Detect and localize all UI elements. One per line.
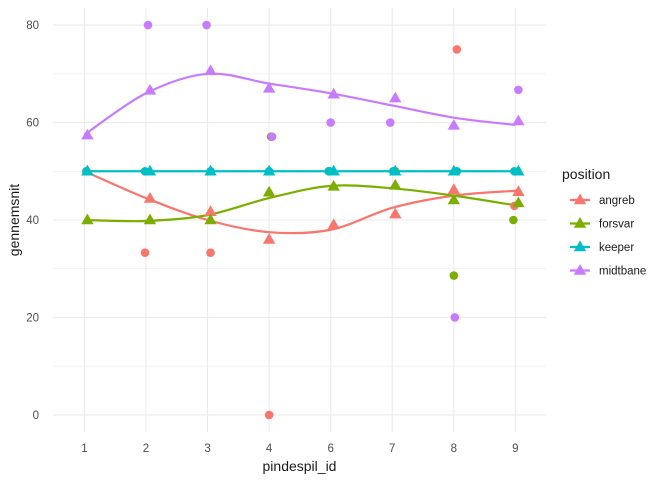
mean-marker-angreb [204, 205, 217, 216]
mean-marker-midtbane [81, 128, 94, 140]
mean-marker-angreb [447, 183, 460, 195]
mean-marker-midtbane [389, 91, 402, 103]
mean-marker-keeper [447, 164, 460, 176]
x-tick-label: 2 [143, 443, 149, 455]
data-point-midtbane [385, 118, 395, 127]
mean-marker-keeper [262, 164, 276, 176]
x-axis-title: pindespil_id [263, 458, 337, 474]
mean-marker-keeper [143, 164, 157, 176]
mean-marker-forsvar [512, 196, 525, 208]
x-tick-label: 7 [389, 443, 395, 455]
mean-marker-keeper [81, 164, 94, 176]
mean-marker-forsvar [389, 178, 402, 190]
y-tick-label: 80 [26, 20, 39, 32]
data-point-midtbane [450, 313, 460, 322]
data-point-forsvar [449, 271, 459, 280]
mean-markers [81, 64, 525, 244]
mean-marker-angreb [143, 192, 157, 203]
mean-marker-midtbane [143, 83, 157, 95]
data-point-forsvar [509, 215, 518, 225]
data-point-angreb [264, 410, 274, 420]
legend-title: position [562, 166, 610, 182]
mean-marker-angreb [262, 232, 276, 244]
y-tick-label: 40 [26, 215, 39, 227]
legend: position angreb forsvar keeper midtbane [562, 166, 646, 278]
mean-marker-forsvar [262, 185, 276, 197]
data-point-angreb [206, 248, 215, 257]
x-tick-label: 9 [512, 443, 518, 455]
mean-marker-forsvar [447, 193, 460, 205]
mean-marker-keeper [327, 164, 340, 176]
mean-marker-midtbane [512, 114, 525, 126]
y-tick-label: 60 [26, 118, 39, 130]
x-tick-label: 4 [266, 443, 273, 455]
y-tick-label: 0 [33, 410, 39, 422]
mean-marker-forsvar [81, 213, 94, 225]
mean-marker-forsvar [327, 179, 340, 191]
x-tick-labels: 1 2 3 4 6 7 8 9 [81, 443, 518, 455]
mean-marker-keeper [512, 164, 525, 176]
mean-marker-midtbane [327, 87, 340, 99]
y-tick-labels: 0 20 40 60 80 [26, 20, 39, 422]
legend-label-midtbane: midtbane [599, 266, 646, 278]
data-point-midtbane [267, 132, 277, 141]
legend-marker-forsvar [573, 217, 587, 228]
data-point-angreb [452, 45, 462, 54]
mean-marker-keeper [389, 164, 402, 176]
mean-marker-angreb [389, 207, 402, 219]
x-tick-label: 6 [327, 443, 333, 455]
y-axis-title: gennemsnit [6, 184, 22, 256]
legend-marker-midtbane [573, 264, 587, 275]
mean-marker-midtbane [262, 81, 276, 93]
mean-marker-midtbane [204, 64, 217, 76]
legend-marker-angreb [573, 193, 587, 205]
mean-marker-forsvar [204, 213, 217, 225]
x-tick-label: 8 [451, 443, 457, 455]
data-point-angreb [140, 248, 150, 257]
legend-items: angreb forsvar keeper midtbane [570, 193, 646, 278]
smooth-lines [83, 72, 516, 235]
data-point-midtbane [514, 85, 523, 95]
data-point-midtbane [202, 20, 211, 30]
mean-marker-forsvar [143, 213, 157, 225]
mean-marker-angreb [327, 218, 340, 230]
mean-marker-keeper [204, 164, 217, 176]
data-point-midtbane [326, 118, 335, 127]
x-tick-label: 1 [81, 443, 87, 455]
legend-marker-keeper [573, 240, 587, 252]
legend-label-forsvar: forsvar [599, 219, 634, 231]
y-tick-label: 20 [26, 312, 39, 324]
legend-label-angreb: angreb [599, 195, 635, 207]
x-tick-label: 3 [204, 443, 210, 455]
major-gridlines [53, 8, 546, 432]
legend-label-keeper: keeper [599, 242, 634, 254]
mean-marker-midtbane [447, 118, 460, 130]
data-point-midtbane [143, 20, 153, 30]
mean-marker-angreb [512, 185, 525, 196]
